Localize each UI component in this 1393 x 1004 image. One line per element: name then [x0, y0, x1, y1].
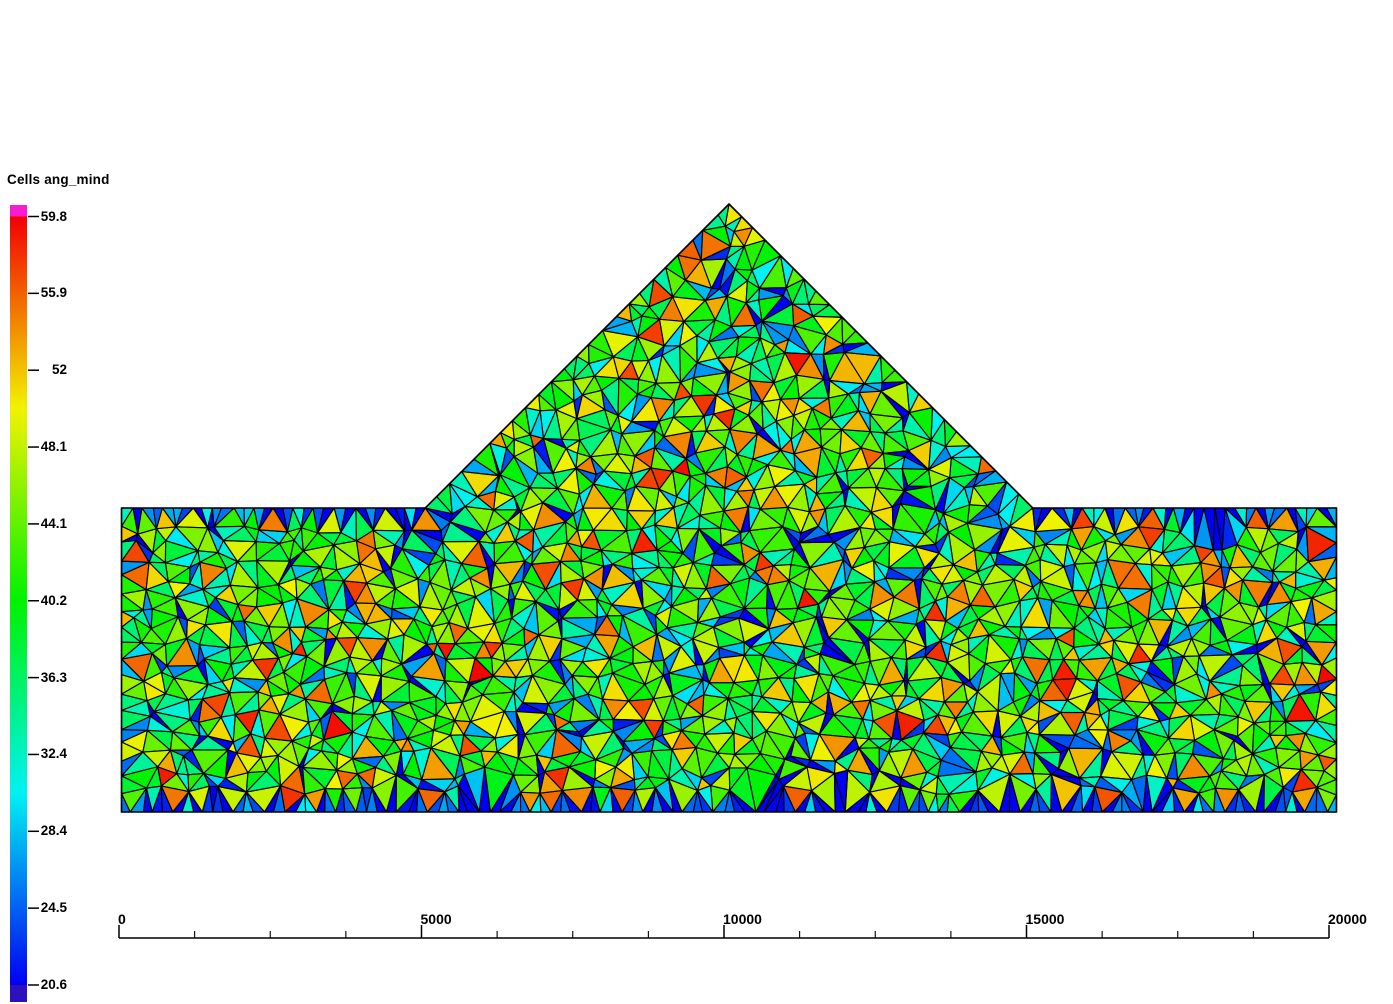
colorbar-title: Cells ang_mind	[7, 172, 110, 187]
